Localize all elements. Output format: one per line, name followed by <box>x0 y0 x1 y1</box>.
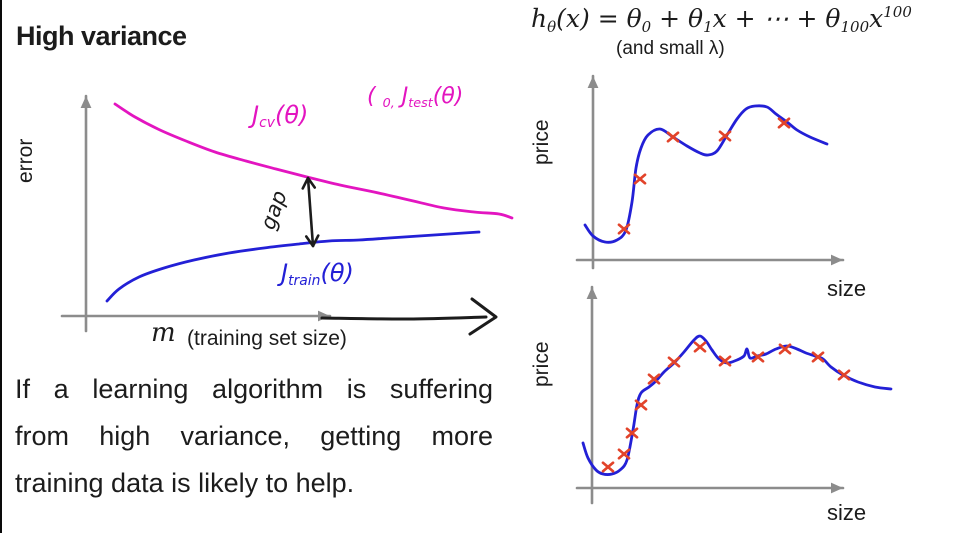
learning-curves-curve-0 <box>113 102 514 220</box>
price-vs-size-bottom-curve-0 <box>581 334 893 476</box>
jtest-presub: 0, <box>382 96 395 111</box>
price-vs-size-bottom-x-mark <box>625 427 639 439</box>
formula-note: (and small λ) <box>616 38 725 59</box>
price-axis-label-top: price <box>530 119 553 165</box>
price-vs-size-top-x-mark <box>666 131 680 143</box>
video-edge-bar <box>0 0 2 533</box>
caption-line-3: training data is likely to help. <box>15 468 355 498</box>
formula-sup100: 100 <box>883 3 912 21</box>
price-axis-label-bottom: price <box>530 341 553 387</box>
jcv-curve-label: Jcv(θ) <box>252 101 308 131</box>
formula-h-sub: θ <box>547 18 557 36</box>
jtrain-sub: train <box>288 273 321 289</box>
jtest-pre: ( <box>367 84 383 109</box>
price-vs-size-top-curve-0 <box>583 104 829 244</box>
price-vs-size-bottom-x-mark <box>718 355 732 367</box>
price-vs-size-bottom-x-mark <box>601 461 615 473</box>
learning-curves-hand-extension-arrow <box>320 315 488 321</box>
m-axis-label: m <box>151 318 176 348</box>
formula-seg3: x + ⋯ + θ <box>712 4 841 33</box>
price-vs-size-bottom-x-mark <box>647 373 661 385</box>
price-vs-size-bottom-x-mark <box>667 356 681 368</box>
learning-curves-gap-arrowhead-bottom <box>304 234 320 248</box>
learning-curves-hand-extension-arrowhead <box>468 297 498 336</box>
learning-curves-curve-1 <box>105 230 481 303</box>
jcv-main: J <box>252 101 260 129</box>
price-vs-size-bottom-x-mark <box>634 399 648 411</box>
price-vs-size-bottom-x-axis-arrowhead <box>831 482 843 494</box>
price-vs-size-top-x-mark <box>633 173 647 185</box>
learning-curves-x-axis-arrowhead <box>318 310 330 322</box>
price-vs-size-bottom-x-mark <box>778 343 792 355</box>
formula-sub1: 1 <box>703 18 713 36</box>
caption-text: If a learning algorithm is suffering fro… <box>15 366 493 507</box>
price-vs-size-bottom-x-mark <box>811 351 825 363</box>
hypothesis-formula: hθ(x) = θ0 + θ1x + ⋯ + θ100x100 <box>531 3 912 36</box>
price-vs-size-top-x-mark <box>718 130 732 142</box>
size-axis-label-top: size <box>827 276 867 301</box>
jtrain-rest: (θ) <box>320 259 354 287</box>
formula-sub0: 0 <box>641 18 652 36</box>
size-axis-label-bottom: size <box>827 500 867 525</box>
formula-h: h <box>531 4 548 33</box>
jtest-main: J <box>394 84 409 109</box>
formula-seg4: x <box>869 4 884 33</box>
price-vs-size-bottom-x-mark <box>751 351 765 363</box>
page-title: High variance <box>16 21 187 51</box>
caption-line-2: from high variance, getting more <box>15 421 493 451</box>
jtest-annotation-label: ( 0, Jtest(θ) <box>367 84 463 111</box>
jcv-sub: cv <box>259 115 275 131</box>
formula-seg1: (x) = θ <box>556 4 642 33</box>
caption-line-1: If a learning algorithm is suffering <box>15 374 493 404</box>
price-vs-size-top-x-mark <box>617 223 631 235</box>
price-vs-size-top-x-axis-arrowhead <box>831 254 843 266</box>
price-vs-size-bottom-x-mark <box>837 369 851 381</box>
jtrain-main: J <box>281 259 289 287</box>
price-vs-size-bottom-y-axis-arrowhead <box>586 287 598 299</box>
jtrain-curve-label: Jtrain(θ) <box>281 259 354 289</box>
training-set-size-label: (training set size) <box>187 327 347 350</box>
jtest-rest: (θ) <box>432 84 464 109</box>
formula-seg2: + θ <box>651 4 704 33</box>
error-axis-label: error <box>14 138 37 183</box>
learning-curves-gap-arrow <box>306 176 315 248</box>
price-vs-size-bottom-x-mark <box>617 448 631 460</box>
formula-sub100: 100 <box>840 18 870 36</box>
jcv-rest: (θ) <box>274 101 309 129</box>
price-vs-size-top-x-mark <box>777 117 791 129</box>
learning-curves-y-axis-arrowhead <box>80 96 92 108</box>
price-vs-size-bottom-x-mark <box>693 341 707 353</box>
jtest-sub: test <box>408 96 433 111</box>
price-vs-size-top-y-axis-arrowhead <box>587 76 599 88</box>
learning-curves-gap-arrowhead-top <box>301 176 317 190</box>
